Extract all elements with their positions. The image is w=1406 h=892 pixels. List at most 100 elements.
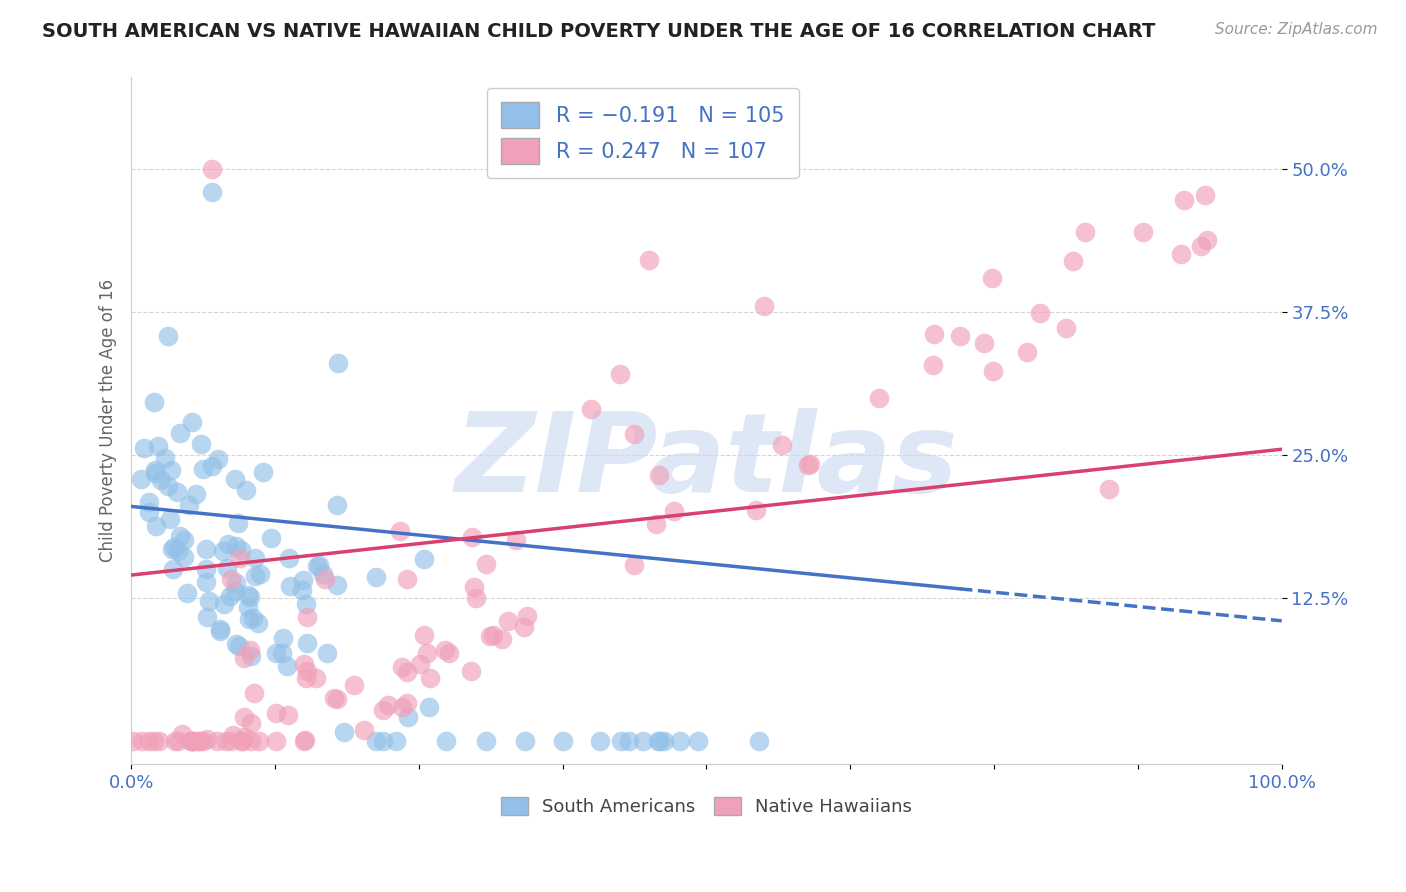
Point bbox=[419, 671, 441, 685]
Point bbox=[391, 660, 413, 674]
Point bbox=[222, 728, 245, 742]
Point bbox=[264, 646, 287, 660]
Point bbox=[315, 647, 337, 661]
Point bbox=[434, 734, 457, 748]
Point bbox=[305, 671, 328, 685]
Point bbox=[371, 703, 394, 717]
Point bbox=[343, 678, 366, 692]
Point bbox=[229, 551, 252, 566]
Point bbox=[770, 438, 793, 452]
Point bbox=[143, 395, 166, 409]
Point bbox=[294, 671, 316, 685]
Point bbox=[243, 686, 266, 700]
Point bbox=[191, 734, 214, 748]
Point bbox=[1170, 246, 1192, 260]
Point bbox=[138, 495, 160, 509]
Point bbox=[188, 734, 211, 748]
Point bbox=[922, 326, 945, 341]
Point bbox=[195, 542, 218, 557]
Point bbox=[1098, 483, 1121, 497]
Point bbox=[143, 734, 166, 748]
Point bbox=[418, 700, 440, 714]
Point bbox=[295, 609, 318, 624]
Point bbox=[232, 730, 254, 744]
Point bbox=[478, 629, 501, 643]
Point bbox=[207, 451, 229, 466]
Point bbox=[297, 664, 319, 678]
Point bbox=[623, 426, 645, 441]
Point bbox=[396, 665, 419, 679]
Point bbox=[160, 541, 183, 556]
Point bbox=[1015, 344, 1038, 359]
Point bbox=[138, 505, 160, 519]
Point bbox=[143, 463, 166, 477]
Point bbox=[249, 734, 271, 748]
Point bbox=[173, 549, 195, 564]
Point bbox=[219, 589, 242, 603]
Point bbox=[581, 402, 603, 417]
Point bbox=[225, 576, 247, 591]
Point bbox=[413, 552, 436, 566]
Point bbox=[231, 734, 253, 748]
Point bbox=[163, 541, 186, 555]
Point bbox=[409, 657, 432, 671]
Point bbox=[180, 734, 202, 748]
Point bbox=[211, 544, 233, 558]
Point bbox=[312, 566, 335, 581]
Point bbox=[233, 651, 256, 665]
Point bbox=[475, 557, 498, 571]
Point bbox=[155, 451, 177, 466]
Point bbox=[236, 588, 259, 602]
Point bbox=[278, 551, 301, 566]
Point bbox=[276, 658, 298, 673]
Point bbox=[412, 628, 434, 642]
Point bbox=[981, 364, 1004, 378]
Point bbox=[280, 579, 302, 593]
Point bbox=[325, 498, 347, 512]
Point bbox=[395, 697, 418, 711]
Point bbox=[159, 511, 181, 525]
Point bbox=[326, 577, 349, 591]
Point bbox=[277, 708, 299, 723]
Point bbox=[465, 591, 488, 605]
Point bbox=[264, 734, 287, 748]
Point bbox=[797, 458, 820, 472]
Point bbox=[195, 732, 218, 747]
Text: SOUTH AMERICAN VS NATIVE HAWAIIAN CHILD POVERTY UNDER THE AGE OF 16 CORRELATION : SOUTH AMERICAN VS NATIVE HAWAIIAN CHILD … bbox=[42, 22, 1156, 41]
Point bbox=[295, 636, 318, 650]
Point bbox=[249, 567, 271, 582]
Point bbox=[610, 734, 633, 748]
Point bbox=[291, 582, 314, 597]
Point bbox=[150, 474, 173, 488]
Point bbox=[513, 620, 536, 634]
Point bbox=[1132, 225, 1154, 239]
Point bbox=[200, 458, 222, 473]
Point bbox=[384, 734, 406, 748]
Point bbox=[228, 639, 250, 653]
Point bbox=[475, 734, 498, 748]
Point bbox=[205, 734, 228, 748]
Point bbox=[373, 734, 395, 748]
Point bbox=[868, 391, 890, 405]
Point bbox=[201, 185, 224, 199]
Point bbox=[294, 657, 316, 671]
Point bbox=[294, 733, 316, 747]
Point bbox=[553, 734, 575, 748]
Point bbox=[463, 580, 485, 594]
Point bbox=[333, 725, 356, 739]
Legend: South Americans, Native Hawaiians: South Americans, Native Hawaiians bbox=[494, 789, 920, 823]
Point bbox=[166, 543, 188, 558]
Point bbox=[121, 734, 143, 748]
Point bbox=[922, 359, 945, 373]
Point bbox=[314, 572, 336, 586]
Point bbox=[235, 483, 257, 498]
Text: Source: ZipAtlas.com: Source: ZipAtlas.com bbox=[1215, 22, 1378, 37]
Point bbox=[131, 472, 153, 486]
Point bbox=[156, 479, 179, 493]
Point bbox=[264, 706, 287, 721]
Point bbox=[233, 709, 256, 723]
Point bbox=[481, 627, 503, 641]
Point bbox=[949, 329, 972, 343]
Point bbox=[1194, 187, 1216, 202]
Point bbox=[799, 457, 821, 471]
